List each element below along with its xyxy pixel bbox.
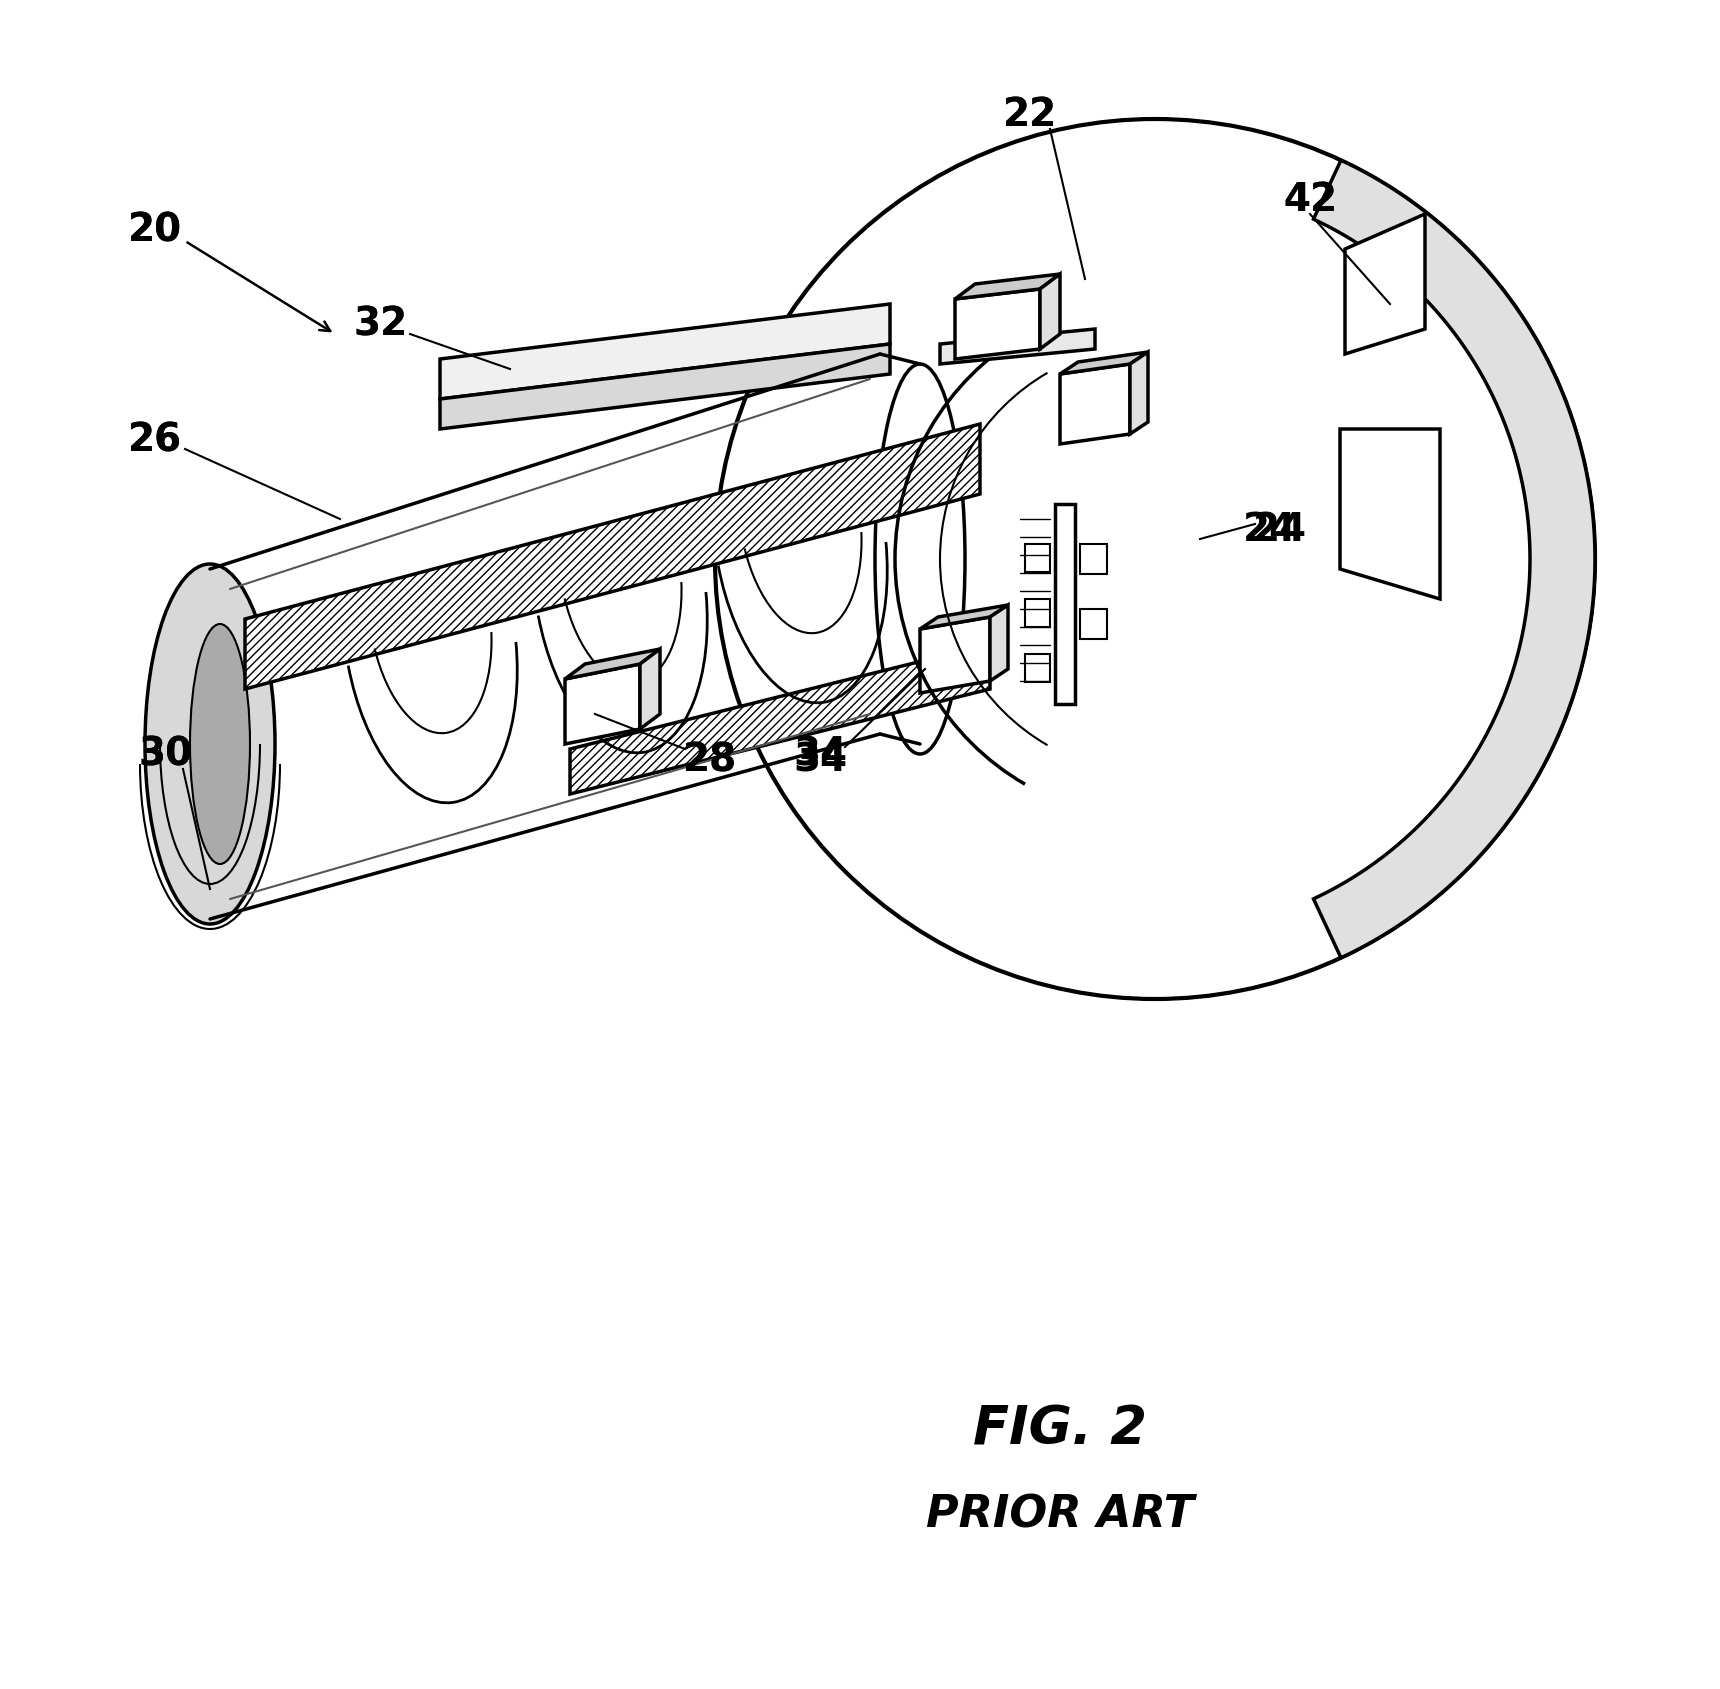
Polygon shape [920, 618, 991, 694]
FancyArrowPatch shape [187, 243, 330, 331]
Polygon shape [1060, 353, 1147, 375]
Text: 26: 26 [127, 421, 182, 459]
Text: 28: 28 [683, 740, 738, 779]
Polygon shape [955, 275, 1060, 301]
Text: 28: 28 [683, 740, 738, 779]
Polygon shape [991, 606, 1008, 682]
Polygon shape [1025, 600, 1049, 628]
Polygon shape [1080, 610, 1108, 640]
Text: 34: 34 [793, 736, 846, 774]
Text: 30: 30 [138, 736, 193, 774]
Polygon shape [1345, 215, 1424, 355]
Text: 42: 42 [1283, 181, 1336, 220]
Text: 26: 26 [127, 421, 182, 459]
Polygon shape [564, 664, 640, 745]
Text: 22: 22 [1003, 96, 1058, 133]
Text: 20: 20 [127, 211, 182, 248]
Polygon shape [1041, 275, 1060, 350]
Text: 24: 24 [1252, 510, 1307, 549]
Polygon shape [1340, 429, 1440, 600]
Text: 32: 32 [353, 306, 408, 345]
Polygon shape [1054, 505, 1075, 704]
Polygon shape [1314, 160, 1594, 958]
Ellipse shape [189, 625, 249, 865]
Polygon shape [920, 606, 1008, 630]
Text: 32: 32 [353, 306, 408, 345]
Text: 20: 20 [127, 211, 182, 248]
Polygon shape [1060, 365, 1130, 444]
Text: 30: 30 [138, 736, 193, 774]
Polygon shape [941, 329, 1096, 365]
Polygon shape [569, 645, 991, 794]
Text: 34: 34 [793, 740, 846, 779]
Text: 22: 22 [1003, 96, 1058, 133]
Polygon shape [1080, 544, 1108, 574]
Polygon shape [955, 291, 1041, 360]
Polygon shape [564, 650, 660, 679]
Text: PRIOR ART: PRIOR ART [925, 1493, 1194, 1535]
Polygon shape [440, 304, 889, 400]
Ellipse shape [144, 564, 275, 924]
Polygon shape [244, 424, 980, 689]
Text: 24: 24 [1244, 510, 1297, 549]
Text: FIG. 2: FIG. 2 [974, 1404, 1147, 1456]
Polygon shape [1025, 544, 1049, 573]
Polygon shape [1025, 655, 1049, 682]
Polygon shape [640, 650, 660, 730]
Polygon shape [440, 345, 889, 429]
Text: 42: 42 [1283, 181, 1336, 220]
Polygon shape [1130, 353, 1147, 434]
